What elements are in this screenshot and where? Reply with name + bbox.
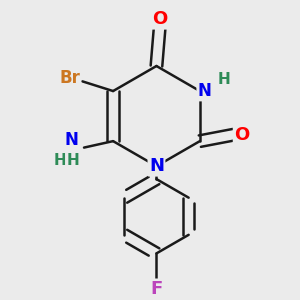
Text: N: N	[149, 157, 164, 175]
Text: H: H	[53, 153, 66, 168]
Text: H: H	[218, 72, 230, 87]
Text: N: N	[198, 82, 212, 100]
Text: Br: Br	[59, 69, 80, 87]
Text: H: H	[66, 153, 79, 168]
Text: O: O	[234, 126, 250, 144]
Text: F: F	[150, 280, 163, 298]
Text: O: O	[152, 10, 167, 28]
Text: N: N	[64, 130, 78, 148]
